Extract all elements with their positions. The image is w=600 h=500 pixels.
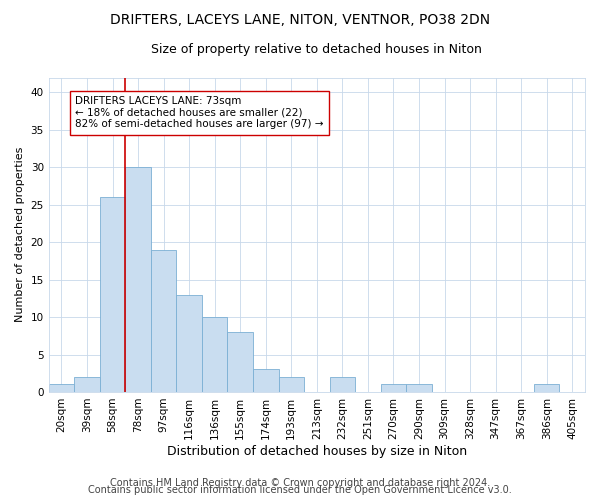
Bar [176, 294, 202, 392]
Text: DRIFTERS, LACEYS LANE, NITON, VENTNOR, PO38 2DN: DRIFTERS, LACEYS LANE, NITON, VENTNOR, P… [110, 12, 490, 26]
Bar [380, 384, 406, 392]
Text: DRIFTERS LACEYS LANE: 73sqm
← 18% of detached houses are smaller (22)
82% of sem: DRIFTERS LACEYS LANE: 73sqm ← 18% of det… [76, 96, 324, 130]
Bar [125, 168, 151, 392]
X-axis label: Distribution of detached houses by size in Niton: Distribution of detached houses by size … [167, 444, 467, 458]
Bar [74, 377, 100, 392]
Bar [151, 250, 176, 392]
Bar [49, 384, 74, 392]
Bar [202, 317, 227, 392]
Title: Size of property relative to detached houses in Niton: Size of property relative to detached ho… [151, 42, 482, 56]
Text: Contains HM Land Registry data © Crown copyright and database right 2024.: Contains HM Land Registry data © Crown c… [110, 478, 490, 488]
Bar [406, 384, 432, 392]
Bar [278, 377, 304, 392]
Y-axis label: Number of detached properties: Number of detached properties [15, 147, 25, 322]
Bar [534, 384, 559, 392]
Bar [253, 370, 278, 392]
Bar [227, 332, 253, 392]
Bar [100, 198, 125, 392]
Text: Contains public sector information licensed under the Open Government Licence v3: Contains public sector information licen… [88, 485, 512, 495]
Bar [329, 377, 355, 392]
